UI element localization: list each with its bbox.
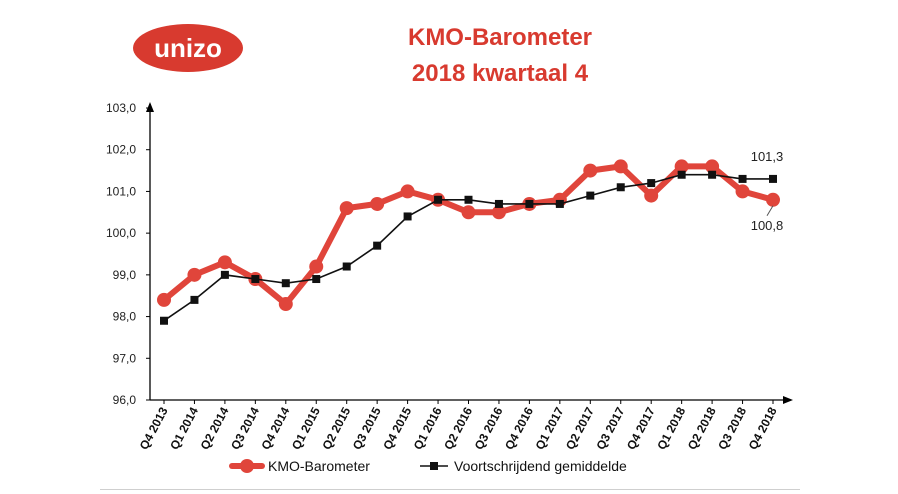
kmo-barometer-point xyxy=(461,205,476,220)
kmo-barometer-point xyxy=(766,192,780,207)
y-tick-label: 100,0 xyxy=(106,226,136,240)
kmo-barometer-point xyxy=(674,159,689,174)
y-tick-label: 98,0 xyxy=(113,310,137,324)
x-tick-label: Q2 2016 xyxy=(441,405,475,453)
logo-text: unizo xyxy=(154,33,222,63)
x-tick-label: Q2 2018 xyxy=(685,405,719,453)
moving-average-point xyxy=(403,212,412,221)
kmo-barometer-point xyxy=(644,188,659,203)
moving-average-point xyxy=(586,191,595,200)
moving-average-point xyxy=(555,199,564,208)
kmo-barometer-point xyxy=(278,297,293,312)
y-tick-label: 101,0 xyxy=(106,184,136,198)
kmo-barometer-point xyxy=(400,184,415,199)
moving-average-point xyxy=(708,170,717,179)
x-tick-label: Q2 2015 xyxy=(319,405,353,453)
moving-average-point xyxy=(677,170,686,179)
annotation-leader-line xyxy=(766,205,774,217)
moving-average-point xyxy=(494,199,503,208)
moving-average-point xyxy=(342,262,351,271)
x-tick-label: Q4 2018 xyxy=(746,405,780,453)
bottom-divider xyxy=(100,489,800,490)
x-tick-label: Q4 2015 xyxy=(380,405,414,453)
x-tick-label: Q2 2017 xyxy=(563,405,597,453)
moving-average-point xyxy=(220,270,229,279)
x-axis-arrow xyxy=(783,396,793,404)
x-tick-label: Q1 2014 xyxy=(167,405,201,453)
kmo-barometer-point xyxy=(705,159,720,174)
x-tick-label: Q1 2017 xyxy=(533,405,567,453)
kmo-barometer-point xyxy=(583,163,598,178)
kmo-barometer-point xyxy=(187,267,202,282)
x-tick-label: Q2 2014 xyxy=(198,405,232,453)
kmo-barometer-point xyxy=(309,259,324,274)
legend-label-kmo-barometer: KMO-Barometer xyxy=(268,458,370,474)
x-tick-label: Q3 2016 xyxy=(472,405,506,453)
y-axis-arrow xyxy=(146,102,154,112)
kmo-barometer-point xyxy=(217,255,232,270)
kmo-barometer-point xyxy=(735,184,750,199)
x-tick-label: Q3 2014 xyxy=(228,405,262,453)
kmo-barometer-point xyxy=(157,292,171,307)
kmo-barometer-point xyxy=(339,201,354,216)
unizo-logo: unizo xyxy=(133,24,243,72)
chart-subtitle: 2018 kwartaal 4 xyxy=(411,60,589,87)
x-tick-label: Q1 2016 xyxy=(411,405,445,453)
kmo-barometer-point xyxy=(370,196,385,211)
moving-average-point xyxy=(190,295,199,304)
moving-average-point xyxy=(769,174,777,183)
annotation-kmo-last: 100,8 xyxy=(751,218,784,233)
x-tick-label: Q4 2017 xyxy=(624,405,658,453)
kmo-barometer-point xyxy=(613,159,628,174)
moving-average-point xyxy=(647,179,656,188)
x-tick-label: Q4 2013 xyxy=(137,405,171,453)
x-tick-label: Q3 2017 xyxy=(593,405,627,453)
x-tick-label: Q3 2015 xyxy=(350,405,384,453)
moving-average-point xyxy=(616,183,625,192)
legend-marker-moving-average xyxy=(430,462,438,470)
moving-average-point xyxy=(464,195,473,204)
x-tick-label: Q1 2018 xyxy=(654,405,688,453)
y-tick-label: 102,0 xyxy=(106,143,136,157)
y-tick-label: 103,0 xyxy=(106,101,136,115)
y-tick-label: 97,0 xyxy=(113,351,137,365)
chart-title: KMO-Barometer xyxy=(407,24,593,51)
x-tick-label: Q1 2015 xyxy=(289,405,323,453)
y-tick-label: 96,0 xyxy=(113,393,137,407)
annotation-moving-average-last: 101,3 xyxy=(751,149,784,164)
moving-average-point xyxy=(312,275,321,284)
kmo-barometer-point xyxy=(491,205,506,220)
legend-marker-kmo-barometer xyxy=(240,459,254,473)
moving-average-point xyxy=(525,199,534,208)
moving-average-point xyxy=(281,279,290,288)
y-tick-label: 99,0 xyxy=(113,268,137,282)
x-tick-label: Q4 2014 xyxy=(258,405,292,453)
moving-average-point xyxy=(251,275,260,284)
moving-average-point xyxy=(738,174,747,183)
moving-average-point xyxy=(434,195,443,204)
moving-average-point xyxy=(160,316,168,325)
legend-label-moving-average: Voortschrijdend gemiddelde xyxy=(454,458,627,474)
x-tick-label: Q3 2018 xyxy=(715,405,749,453)
x-tick-label: Q4 2016 xyxy=(502,405,536,453)
moving-average-point xyxy=(373,241,382,250)
